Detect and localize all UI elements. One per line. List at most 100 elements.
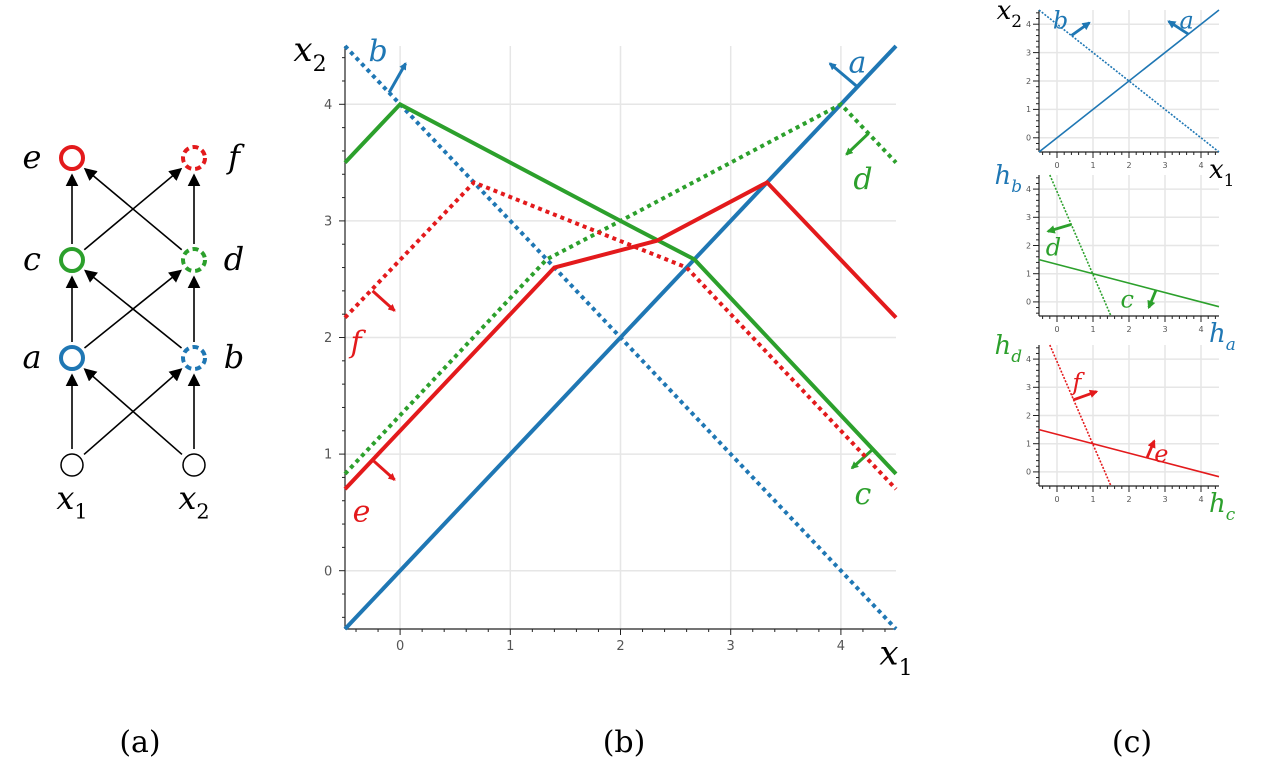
- x-tick-label: 2: [1126, 161, 1131, 170]
- x-tick-label: 1: [1090, 161, 1095, 170]
- series-label-f: f: [348, 325, 366, 360]
- node-label-x1: x1: [56, 479, 87, 524]
- node-x1: [60, 453, 84, 477]
- edge-x2-a: [83, 368, 183, 456]
- node-a: [59, 345, 85, 371]
- series-label-d: d: [1046, 234, 1061, 262]
- x-axis-label-sub: 1: [899, 655, 913, 681]
- y-axis-label-sub: 2: [1011, 11, 1022, 31]
- y-axis-label-sub: d: [1011, 346, 1022, 366]
- y-tick-label: 4: [1026, 355, 1031, 364]
- node-c: [59, 247, 85, 273]
- x-tick-label: 2: [616, 639, 624, 654]
- normal-arrow-a: [1167, 20, 1190, 36]
- node-label-a: a: [22, 338, 41, 376]
- x-tick-label: 3: [1162, 495, 1167, 504]
- x-axis-label-main: x: [879, 634, 898, 674]
- y-tick-label: 0: [1026, 134, 1031, 143]
- x-axis-label-main: x: [1209, 155, 1224, 185]
- x-axis-label-sub: c: [1226, 504, 1236, 524]
- y-axis-label: x2: [293, 30, 326, 77]
- y-axis-label-sub: b: [1011, 176, 1022, 196]
- y-tick-label: 0: [1026, 298, 1031, 307]
- node-label-x2-main: x: [178, 479, 196, 517]
- x-axis-label: x1: [879, 634, 912, 681]
- edge-d-e: [83, 167, 183, 251]
- y-tick-label: 3: [1026, 213, 1031, 222]
- y-tick-label: 0: [324, 564, 332, 579]
- node-label-b: b: [224, 338, 244, 376]
- node-label-e-main: e: [23, 138, 42, 176]
- normal-arrow-f: [371, 289, 396, 312]
- series-line-a: [1038, 9, 1220, 153]
- series-line-e: [343, 179, 898, 491]
- series-label-f: f: [1070, 368, 1085, 396]
- y-tick-label: 4: [1026, 185, 1031, 194]
- x-axis-label: hc: [1209, 489, 1236, 524]
- x-tick-label: 0: [396, 639, 404, 654]
- x-axis-label-sub: 1: [1224, 170, 1235, 190]
- node-label-f-main: f: [226, 138, 245, 176]
- series-line-d: [343, 101, 898, 476]
- y-tick-label: 1: [324, 448, 332, 463]
- x-tick-label: 0: [1054, 325, 1059, 334]
- x-tick-label: 4: [1198, 495, 1203, 504]
- y-axis-label-main: h: [994, 161, 1011, 191]
- x-tick-label: 3: [1162, 325, 1167, 334]
- x-tick-label: 4: [837, 639, 845, 654]
- series-line-f: [1049, 344, 1112, 487]
- y-axis-label-main: h: [994, 331, 1011, 361]
- node-f: [181, 145, 207, 171]
- normal-arrow-d: [845, 132, 870, 156]
- y-tick-label: 1: [1026, 105, 1031, 114]
- node-d: [181, 247, 207, 273]
- y-tick-label: 2: [1026, 241, 1031, 250]
- normal-arrow-a: [828, 62, 859, 88]
- normal-arrow-b: [387, 62, 407, 94]
- x-tick-label: 1: [506, 639, 514, 654]
- series-label-a: a: [848, 45, 866, 80]
- y-tick-label: 3: [324, 214, 332, 229]
- y-axis-label: hb: [994, 161, 1022, 196]
- x-tick-label: 2: [1126, 495, 1131, 504]
- node-b: [181, 345, 207, 371]
- x-tick-label: 1: [1090, 325, 1095, 334]
- node-label-a-main: a: [22, 338, 41, 376]
- node-e: [59, 145, 85, 171]
- caption-c: (c): [1112, 725, 1152, 760]
- series-label-e: e: [353, 494, 371, 529]
- series-label-c: c: [1120, 286, 1133, 314]
- y-tick-label: 1: [1026, 440, 1031, 449]
- caption-a: (a): [119, 725, 160, 760]
- y-tick-label: 0: [1026, 468, 1031, 477]
- normal-arrow-e: [1145, 439, 1156, 459]
- y-tick-label: 4: [1026, 20, 1031, 29]
- x-axis-label: x1: [1209, 155, 1234, 190]
- node-label-e: e: [23, 138, 42, 176]
- edge-b-c: [84, 269, 183, 349]
- normal-arrow-c: [850, 447, 875, 470]
- y-tick-label: 3: [1026, 48, 1031, 57]
- x-tick-label: 4: [1198, 161, 1203, 170]
- x-tick-label: 2: [1126, 325, 1131, 334]
- series-line-b: [343, 44, 898, 631]
- y-tick-label: 3: [1026, 383, 1031, 392]
- y-axis-label: hd: [994, 331, 1022, 366]
- series-line-e: [1038, 428, 1220, 478]
- series-label-b: b: [368, 34, 387, 69]
- series-label-d: d: [853, 162, 872, 197]
- x-tick-label: 4: [1198, 325, 1203, 334]
- series-line-f: [343, 180, 898, 491]
- node-label-d-main: d: [224, 240, 244, 278]
- series-line-d: [1049, 174, 1112, 317]
- normal-arrow-d: [1046, 223, 1072, 234]
- normal-arrow-c: [1147, 289, 1158, 310]
- x-tick-label: 1: [1090, 495, 1095, 504]
- node-label-x2: x2: [178, 479, 209, 524]
- node-label-x1-sub: 1: [74, 500, 87, 524]
